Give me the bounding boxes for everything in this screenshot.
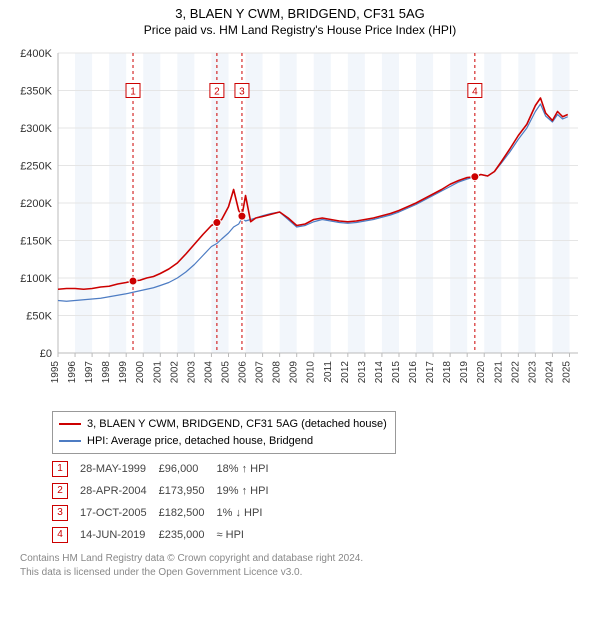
chart-area: £0 £50K £100K £150K £200K £250K £300K £350K £400…	[10, 45, 590, 405]
transaction-price: £173,950	[159, 480, 217, 502]
svg-text:2017: 2017	[425, 361, 436, 384]
legend-item: 3, BLAEN Y CWM, BRIDGEND, CF31 5AG (deta…	[59, 416, 389, 433]
svg-text:2023: 2023	[527, 361, 538, 384]
legend-item: HPI: Average price, detached house, Brid…	[59, 433, 389, 450]
svg-text:£50K: £50K	[26, 311, 52, 323]
svg-text:2000: 2000	[135, 361, 146, 384]
svg-text:4: 4	[472, 87, 478, 98]
svg-text:2008: 2008	[272, 361, 283, 384]
legend-label: HPI: Average price, detached house, Brid…	[87, 433, 313, 450]
transaction-price: £182,500	[159, 502, 217, 524]
legend-swatch	[59, 423, 81, 425]
marker-badge: 3	[52, 505, 68, 521]
transaction-delta: 1% ↓ HPI	[217, 502, 281, 524]
transaction-date: 14-JUN-2019	[80, 524, 159, 546]
transaction-date: 28-APR-2004	[80, 480, 159, 502]
svg-text:2013: 2013	[357, 361, 368, 384]
transaction-price: £235,000	[159, 524, 217, 546]
transactions-table: 1 28-MAY-1999£96,00018% ↑ HPI 2 28-APR-2004…	[52, 458, 281, 546]
svg-text:2024: 2024	[544, 361, 555, 384]
svg-text:£200K: £200K	[20, 198, 52, 210]
svg-text:2011: 2011	[323, 361, 334, 383]
transaction-date: 28-MAY-1999	[80, 458, 159, 480]
svg-text:1: 1	[130, 87, 136, 98]
svg-text:2002: 2002	[169, 361, 180, 384]
svg-text:2: 2	[214, 87, 220, 98]
legend-swatch	[59, 440, 81, 442]
svg-text:2019: 2019	[459, 361, 470, 384]
footer-attribution: Contains HM Land Registry data © Crown c…	[20, 552, 580, 579]
chart-title: 3, BLAEN Y CWM, BRIDGEND, CF31 5AG	[0, 6, 600, 21]
svg-text:2001: 2001	[152, 361, 163, 384]
svg-text:2004: 2004	[203, 361, 214, 384]
svg-text:1996: 1996	[67, 361, 78, 384]
svg-text:1995: 1995	[50, 361, 61, 384]
svg-text:£150K: £150K	[20, 236, 52, 248]
svg-text:3: 3	[239, 87, 245, 98]
transaction-price: £96,000	[159, 458, 217, 480]
svg-text:2021: 2021	[493, 361, 504, 384]
svg-text:2025: 2025	[561, 361, 572, 384]
svg-text:£350K: £350K	[20, 86, 52, 98]
transaction-delta: 18% ↑ HPI	[217, 458, 281, 480]
svg-text:£300K: £300K	[20, 123, 52, 135]
transaction-delta: 19% ↑ HPI	[217, 480, 281, 502]
chart-subtitle: Price paid vs. HM Land Registry's House …	[0, 23, 600, 37]
svg-text:2022: 2022	[510, 361, 521, 384]
footer-line: This data is licensed under the Open Gov…	[20, 566, 580, 580]
svg-text:2018: 2018	[442, 361, 453, 384]
chart-svg: £0 £50K £100K £150K £200K £250K £300K £350K £400…	[10, 45, 590, 405]
svg-text:2012: 2012	[340, 361, 351, 384]
svg-text:2007: 2007	[255, 361, 266, 384]
svg-text:2020: 2020	[476, 361, 487, 384]
legend-label: 3, BLAEN Y CWM, BRIDGEND, CF31 5AG (deta…	[87, 416, 387, 433]
transaction-row: 4 14-JUN-2019£235,000≈ HPI	[52, 524, 281, 546]
transaction-row: 2 28-APR-2004£173,95019% ↑ HPI	[52, 480, 281, 502]
svg-text:1998: 1998	[101, 361, 112, 384]
svg-text:1997: 1997	[84, 361, 95, 384]
marker-badge: 4	[52, 527, 68, 543]
svg-text:2006: 2006	[238, 361, 249, 384]
svg-text:2016: 2016	[408, 361, 419, 384]
svg-text:2003: 2003	[186, 361, 197, 384]
transaction-date: 17-OCT-2005	[80, 502, 159, 524]
transaction-row: 1 28-MAY-1999£96,00018% ↑ HPI	[52, 458, 281, 480]
svg-text:£250K: £250K	[20, 161, 52, 173]
svg-text:2009: 2009	[289, 361, 300, 384]
marker-badge: 1	[52, 461, 68, 477]
svg-text:2010: 2010	[306, 361, 317, 384]
svg-text:£0: £0	[40, 348, 52, 360]
svg-text:1999: 1999	[118, 361, 129, 384]
legend: 3, BLAEN Y CWM, BRIDGEND, CF31 5AG (deta…	[52, 411, 396, 454]
svg-text:2015: 2015	[391, 361, 402, 384]
transaction-delta: ≈ HPI	[217, 524, 281, 546]
svg-text:2014: 2014	[374, 361, 385, 384]
svg-text:£100K: £100K	[20, 273, 52, 285]
footer-line: Contains HM Land Registry data © Crown c…	[20, 552, 580, 566]
marker-badge: 2	[52, 483, 68, 499]
transaction-row: 3 17-OCT-2005£182,5001% ↓ HPI	[52, 502, 281, 524]
svg-text:2005: 2005	[220, 361, 231, 384]
svg-text:£400K: £400K	[20, 48, 52, 60]
